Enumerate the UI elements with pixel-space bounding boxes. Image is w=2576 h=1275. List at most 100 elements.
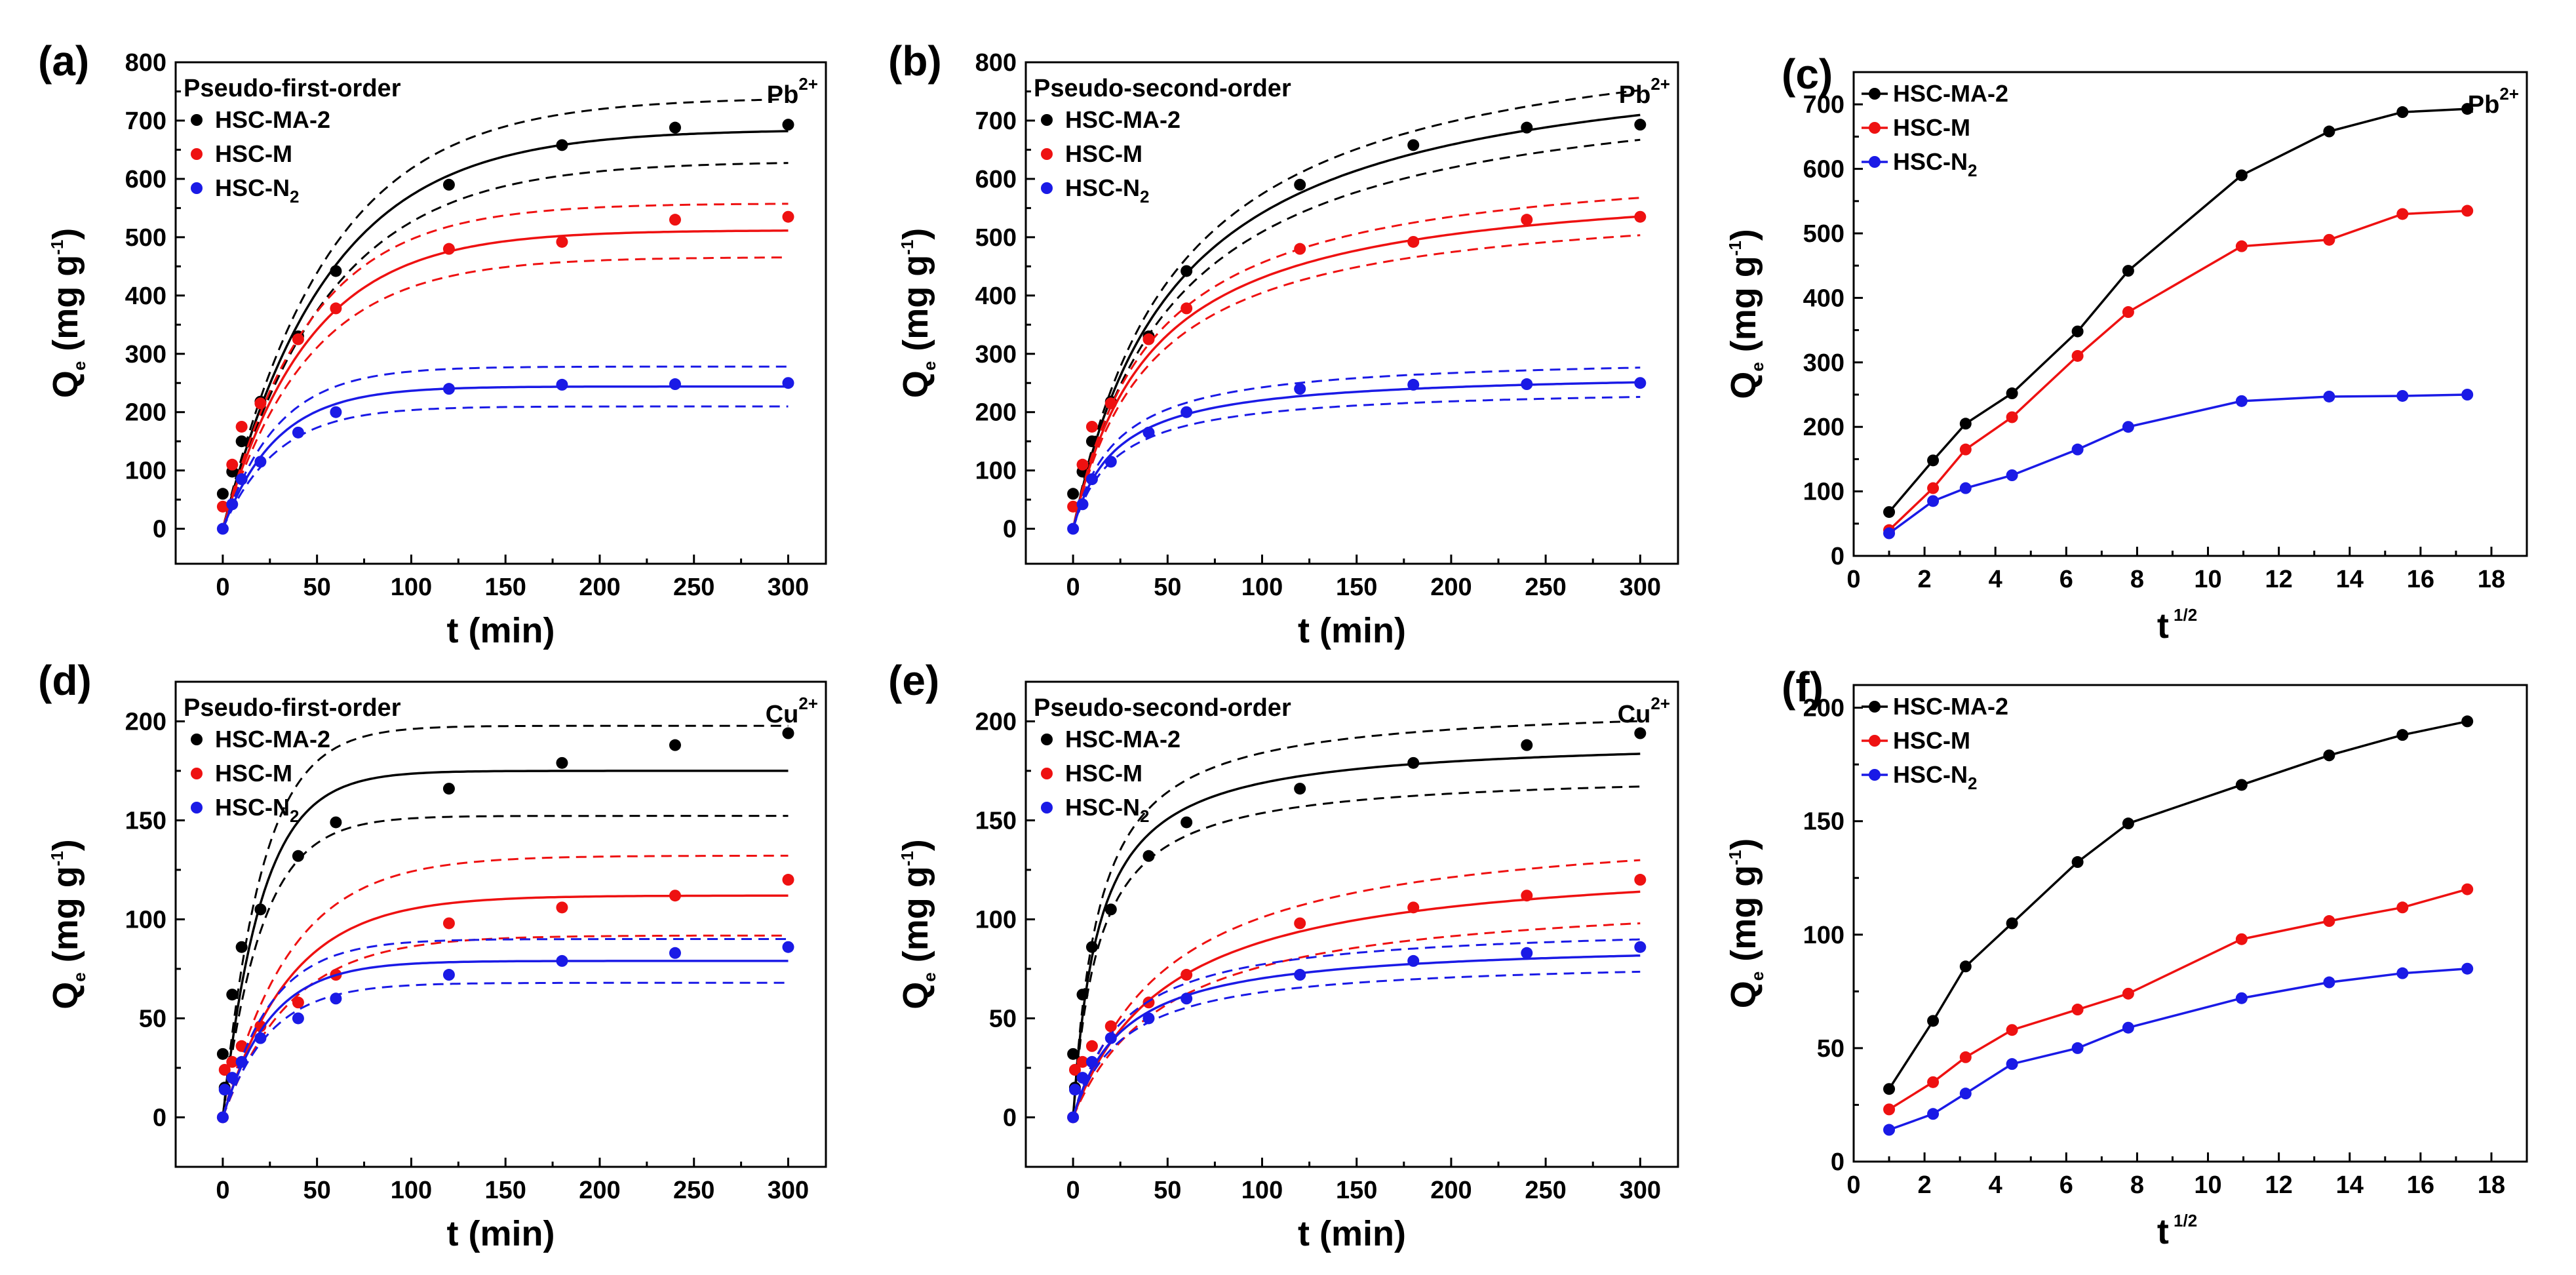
legend-label: HSC-M (1065, 140, 1142, 167)
data-point-HSC-MA-2 (2396, 106, 2409, 119)
x-tick-label: 6 (2059, 566, 2073, 593)
legend-marker (1041, 148, 1053, 160)
data-point-HSC-MA-2 (1294, 178, 1306, 191)
x-tick-label: 0 (216, 1177, 229, 1204)
y-tick-label: 0 (1003, 1104, 1017, 1131)
y-tick-label: 50 (139, 1005, 166, 1032)
fit-curve-HSC-N2 (1072, 954, 1641, 1118)
data-point-HSC-N2 (1181, 992, 1193, 1005)
x-tick-label: 200 (1430, 574, 1472, 601)
data-point-HSC-MA-2 (1883, 1083, 1896, 1095)
series-line-HSC-N2 (1888, 967, 2468, 1131)
y-tick-label: 0 (1831, 543, 1844, 570)
x-axis-label: t 1/2 (2157, 1211, 2197, 1251)
legend-label: HSC-N2 (1065, 794, 1149, 826)
y-tick-label: 200 (975, 399, 1017, 427)
data-point-HSC-N2 (442, 383, 455, 395)
data-point-HSC-N2 (2071, 1042, 2084, 1054)
data-point-HSC-MA-2 (330, 265, 342, 277)
data-point-HSC-N2 (1294, 969, 1306, 981)
y-axis-label: Qe (mg g-1) (46, 228, 89, 399)
data-point-HSC-N2 (254, 456, 267, 468)
legend-label: HSC-M (215, 140, 292, 167)
x-tick-label: 14 (2336, 566, 2364, 593)
data-point-HSC-M (2235, 933, 2248, 945)
legend-label: HSC-N2 (1893, 148, 1977, 180)
data-point-HSC-MA-2 (2122, 817, 2134, 830)
y-tick-label: 200 (1803, 414, 1844, 441)
legend-label: HSC-MA-2 (1893, 693, 2008, 720)
legend-label: HSC-N2 (1065, 174, 1149, 206)
data-point-HSC-N2 (330, 992, 342, 1005)
data-point-HSC-M (254, 397, 267, 410)
data-point-HSC-N2 (669, 378, 681, 391)
data-point-HSC-N2 (556, 378, 568, 391)
data-point-HSC-N2 (216, 1111, 229, 1124)
data-point-HSC-MA-2 (2323, 125, 2335, 138)
data-point-HSC-M (1181, 969, 1193, 981)
data-point-HSC-N2 (782, 377, 794, 389)
data-point-HSC-M (669, 890, 681, 902)
data-point-HSC-M (782, 874, 794, 886)
data-point-HSC-N2 (1521, 378, 1533, 391)
legend-label: HSC-N2 (215, 794, 299, 826)
data-point-HSC-MA-2 (1067, 488, 1080, 500)
fit-curve-HSC-M (222, 229, 789, 530)
x-tick-label: 18 (2478, 566, 2505, 593)
data-point-HSC-MA-2 (330, 816, 342, 829)
data-point-HSC-M (1634, 210, 1647, 223)
upper-band-HSC-M (1072, 859, 1641, 1118)
y-tick-label: 50 (1817, 1035, 1844, 1063)
data-point-HSC-N2 (2235, 395, 2248, 407)
data-point-HSC-MA-2 (2122, 265, 2134, 277)
y-tick-label: 400 (125, 283, 166, 310)
data-point-HSC-N2 (235, 473, 248, 486)
data-point-HSC-M (1521, 890, 1533, 902)
y-axis-label: Qe (mg g-1) (896, 228, 939, 399)
x-tick-label: 250 (673, 1177, 714, 1204)
data-point-HSC-N2 (1927, 1108, 1940, 1120)
data-point-HSC-N2 (2396, 967, 2409, 979)
fit-curve-HSC-MA-2 (222, 130, 789, 530)
fit-curve-HSC-MA-2 (222, 770, 789, 1118)
data-point-HSC-M (235, 420, 248, 433)
data-point-HSC-N2 (2122, 421, 2134, 433)
data-point-HSC-MA-2 (1407, 756, 1420, 769)
legend-label: HSC-M (1065, 760, 1142, 787)
y-tick-label: 800 (125, 49, 166, 77)
fit-curve-HSC-MA-2 (1072, 113, 1641, 529)
data-point-HSC-M (2071, 349, 2084, 362)
lower-band-HSC-N2 (1072, 970, 1641, 1118)
lower-band-HSC-N2 (1072, 396, 1641, 530)
data-point-HSC-N2 (2461, 962, 2474, 975)
data-point-HSC-N2 (1067, 522, 1080, 535)
legend-marker (191, 182, 203, 194)
y-axis-label: Qe (mg g-1) (46, 839, 89, 1010)
data-point-HSC-MA-2 (1076, 989, 1089, 1001)
lower-band-HSC-M (1072, 234, 1641, 529)
data-point-HSC-N2 (330, 406, 342, 418)
x-tick-label: 0 (1066, 574, 1080, 601)
data-point-HSC-M (2396, 901, 2409, 914)
x-tick-label: 14 (2336, 1171, 2364, 1199)
panel-label: (f) (1782, 663, 1824, 711)
data-point-HSC-N2 (1959, 482, 1972, 494)
data-point-HSC-MA-2 (1067, 1048, 1080, 1060)
data-point-HSC-M (1927, 1076, 1940, 1088)
data-point-HSC-N2 (1294, 383, 1306, 395)
data-point-HSC-M (330, 302, 342, 315)
data-point-HSC-MA-2 (1883, 506, 1896, 519)
x-tick-label: 250 (1525, 574, 1566, 601)
data-point-HSC-MA-2 (1085, 941, 1098, 953)
data-point-HSC-N2 (782, 941, 794, 953)
y-tick-label: 700 (1803, 91, 1844, 119)
x-tick-label: 250 (1525, 1177, 1566, 1204)
legend-label: HSC-MA-2 (215, 106, 330, 133)
data-point-HSC-N2 (1067, 1111, 1080, 1124)
data-point-HSC-M (1294, 917, 1306, 930)
x-tick-label: 100 (391, 574, 432, 601)
data-point-HSC-MA-2 (216, 488, 229, 500)
y-tick-label: 700 (125, 108, 166, 135)
data-point-HSC-MA-2 (292, 850, 304, 862)
legend-marker (191, 768, 203, 779)
